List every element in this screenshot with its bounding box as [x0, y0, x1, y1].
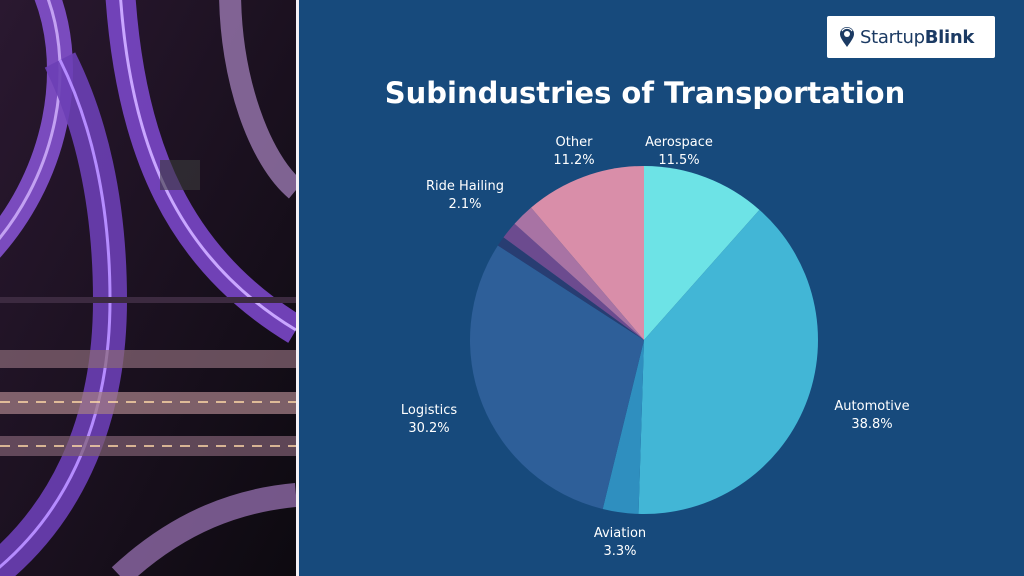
slice-value-aerospace: 11.5% — [658, 153, 699, 168]
pie-slice-other — [531, 166, 644, 340]
logo-text-bold: Blink — [924, 26, 975, 48]
location-pin-icon — [840, 27, 854, 47]
slice-label-logistics: Logistics — [401, 403, 457, 418]
slice-label-ride-hailing: Ride Hailing — [426, 179, 504, 194]
slice-value-logistics: 30.2% — [408, 421, 449, 436]
logo-text: StartupBlink — [860, 27, 974, 48]
chart-title: Subindustries of Transportation — [384, 76, 906, 110]
panel-divider — [296, 0, 299, 576]
pie-slice-ride-hailing — [514, 207, 644, 340]
slice-value-ride-hailing: 2.1% — [448, 197, 481, 212]
pie-slice-unlabeled-4 — [497, 237, 644, 340]
slice-label-other: Other — [556, 135, 594, 150]
pie-slice-aviation — [602, 340, 644, 514]
slice-value-aviation: 3.3% — [603, 544, 636, 559]
slice-value-other: 11.2% — [553, 153, 594, 168]
slice-label-aviation: Aviation — [594, 526, 646, 541]
pie-slice-automotive — [638, 209, 818, 514]
pie-slice-aerospace — [644, 166, 760, 340]
slice-label-automotive: Automotive — [834, 399, 909, 414]
startupblink-logo: StartupBlink — [827, 16, 995, 58]
pie-chart: Aerospace 11.5% Automotive 38.8% Aviation 3.3… — [401, 135, 910, 559]
logo-text-regular: Startup — [860, 26, 925, 48]
highway-photo — [0, 0, 296, 576]
pie-slice-logistics — [470, 245, 644, 510]
pie-slice-unlabeled-5 — [503, 223, 644, 340]
slice-label-aerospace: Aerospace — [645, 135, 713, 150]
slice-value-automotive: 38.8% — [851, 417, 892, 432]
